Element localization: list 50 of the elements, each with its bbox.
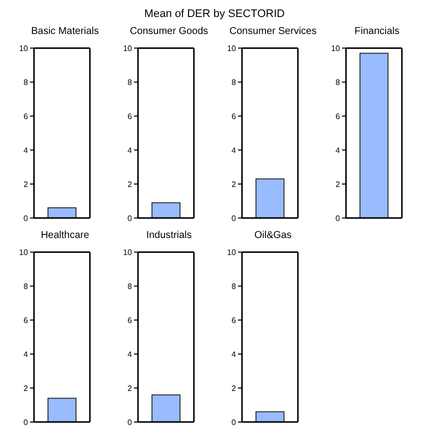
y-tick-label: 6 bbox=[232, 112, 237, 121]
text: Mean of DER by SECTORID bbox=[143, 8, 286, 22]
y-tick-label: 8 bbox=[232, 282, 237, 291]
chart-title: Consumer Services bbox=[228, 26, 318, 39]
y-tick-label: 6 bbox=[336, 112, 341, 121]
y-tick-label: 8 bbox=[24, 282, 29, 291]
y-tick-label: 4 bbox=[128, 146, 133, 155]
chart-title: Basic Materials bbox=[30, 26, 100, 39]
y-tick-label: 0 bbox=[24, 418, 29, 427]
y-tick-label: 4 bbox=[336, 146, 341, 155]
y-tick-label: 2 bbox=[24, 180, 29, 189]
y-tick-label: 4 bbox=[128, 350, 133, 359]
y-tick-label: 8 bbox=[336, 78, 341, 87]
y-tick-label: 6 bbox=[24, 316, 29, 325]
chart-title: Financials bbox=[353, 26, 401, 39]
chart-title: Industrials bbox=[145, 230, 193, 243]
y-tick-label: 10 bbox=[123, 44, 133, 53]
y-tick-label: 6 bbox=[128, 112, 133, 121]
y-tick-label: 0 bbox=[336, 214, 341, 223]
y-tick-label: 4 bbox=[232, 146, 237, 155]
y-tick-label: 2 bbox=[336, 180, 341, 189]
y-tick-label: 2 bbox=[232, 180, 237, 189]
y-tick-label: 4 bbox=[24, 146, 29, 155]
y-tick-label: 4 bbox=[232, 350, 237, 359]
y-tick-label: 6 bbox=[24, 112, 29, 121]
y-tick-label: 10 bbox=[19, 248, 29, 257]
y-tick-label: 10 bbox=[227, 248, 237, 257]
y-tick-label: 0 bbox=[232, 214, 237, 223]
y-tick-label: 8 bbox=[128, 78, 133, 87]
y-tick-label: 10 bbox=[227, 44, 237, 53]
y-tick-label: 0 bbox=[128, 214, 133, 223]
chart-title: Oil&Gas bbox=[253, 230, 293, 243]
y-tick-label: 0 bbox=[24, 214, 29, 223]
y-tick-label: 6 bbox=[128, 316, 133, 325]
y-tick-label: 8 bbox=[128, 282, 133, 291]
y-tick-label: 2 bbox=[128, 180, 133, 189]
y-tick-label: 8 bbox=[24, 78, 29, 87]
y-tick-label: 10 bbox=[19, 44, 29, 53]
chart-title: Consumer Goods bbox=[128, 26, 210, 39]
y-tick-label: 4 bbox=[24, 350, 29, 359]
y-tick-label: 2 bbox=[232, 384, 237, 393]
y-tick-label: 0 bbox=[128, 418, 133, 427]
y-tick-label: 8 bbox=[232, 78, 237, 87]
y-tick-label: 6 bbox=[232, 316, 237, 325]
y-tick-label: 2 bbox=[128, 384, 133, 393]
y-tick-label: 2 bbox=[24, 384, 29, 393]
y-tick-label: 0 bbox=[232, 418, 237, 427]
chart-title: Healthcare bbox=[40, 230, 90, 243]
y-tick-label: 10 bbox=[123, 248, 133, 257]
y-tick-label: 10 bbox=[331, 44, 341, 53]
